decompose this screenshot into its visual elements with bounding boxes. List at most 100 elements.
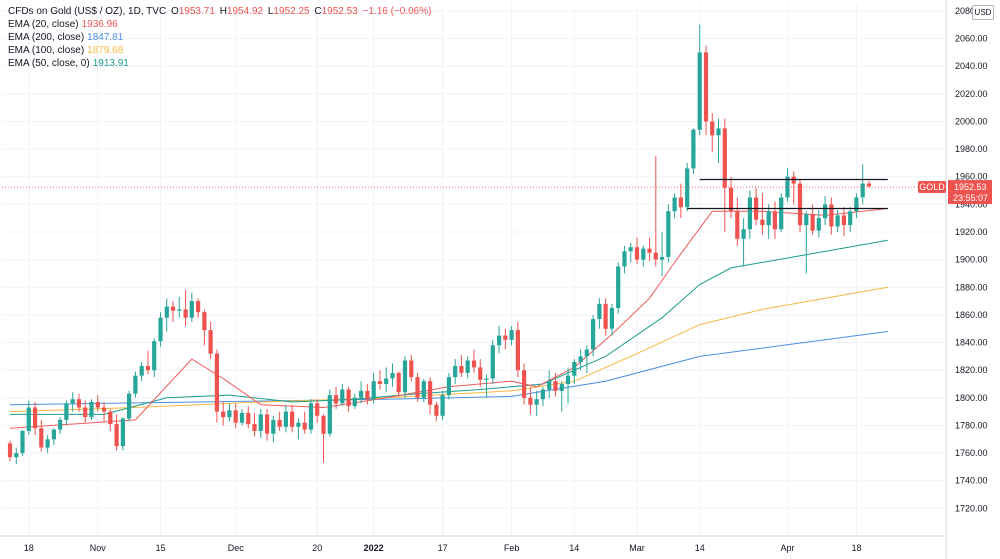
- candle-body: [559, 384, 564, 391]
- candle-body: [785, 176, 790, 198]
- candle-body: [622, 251, 627, 267]
- candle-body: [402, 360, 408, 393]
- candle-body: [484, 378, 489, 380]
- candle-body: [503, 335, 508, 340]
- candle-body: [848, 211, 853, 226]
- indicator-label: EMA (50, close, 0): [8, 58, 90, 69]
- candle-body: [509, 330, 514, 340]
- symbol-tag: [918, 181, 946, 194]
- candle-body: [271, 419, 276, 434]
- candle-body: [829, 204, 834, 227]
- candle-body: [133, 375, 138, 394]
- candle-body: [471, 360, 477, 368]
- candle-body: [835, 215, 840, 227]
- x-tick-label: 17: [438, 543, 448, 553]
- x-tick-label: 2022: [364, 543, 384, 553]
- indicator-value: 1913.91: [92, 58, 129, 69]
- candle-body: [315, 403, 320, 416]
- indicator-ema-20[interactable]: EMA (20, close) 1936.96: [8, 18, 431, 31]
- candle-body: [39, 428, 44, 448]
- candle-body: [321, 415, 326, 434]
- candle-body: [365, 390, 370, 400]
- indicator-ema-50[interactable]: EMA (50, close, 0) 1913.91: [8, 57, 431, 70]
- candle-body: [772, 211, 777, 230]
- x-tick-label: Apr: [780, 543, 794, 553]
- candle-body: [866, 183, 872, 187]
- candle-body: [697, 52, 702, 130]
- candle-body: [252, 424, 257, 431]
- candle-body: [791, 176, 796, 184]
- y-tick-label: 1840.00: [955, 338, 988, 348]
- candle-body: [45, 439, 50, 448]
- candle-body: [51, 429, 56, 440]
- candle-body: [114, 424, 119, 447]
- y-tick-label: 1900.00: [955, 255, 988, 265]
- candle-body: [390, 372, 395, 379]
- candle-body: [584, 349, 589, 357]
- candle-body: [120, 418, 125, 447]
- currency-button[interactable]: USD: [972, 5, 994, 20]
- candle-body: [735, 211, 740, 239]
- indicator-ema-200[interactable]: EMA (200, close) 1847.81: [8, 31, 431, 44]
- candle-body: [660, 256, 665, 260]
- candle-body: [816, 218, 821, 231]
- candle-body: [340, 389, 345, 404]
- candle-body: [540, 389, 545, 400]
- change-value: −1.16 (−0.06%): [362, 6, 432, 17]
- candle-body: [58, 419, 63, 430]
- indicator-label: EMA (20, close): [8, 19, 79, 30]
- candle-body: [265, 414, 270, 434]
- open-value: 1953.71: [178, 6, 215, 17]
- candle-body: [70, 399, 75, 404]
- candle-body: [246, 413, 251, 425]
- y-tick-label: 1860.00: [955, 310, 988, 320]
- y-tick-label: 1960.00: [955, 172, 988, 182]
- candle-body: [565, 375, 571, 384]
- y-tick-label: 1880.00: [955, 282, 988, 292]
- candle-body: [377, 381, 382, 384]
- candle-body: [302, 422, 307, 430]
- candle-body: [170, 306, 176, 311]
- candle-body: [647, 248, 652, 253]
- candle-body: [716, 128, 721, 136]
- candle-body: [346, 389, 351, 407]
- indicator-ema-100[interactable]: EMA (100, close) 1879.68: [8, 44, 431, 57]
- candle-body: [327, 395, 332, 434]
- y-tick-label: 1980.00: [955, 144, 988, 154]
- symbol-tag-label: GOLD: [919, 182, 945, 192]
- candle-body: [14, 453, 19, 458]
- candle-body: [233, 410, 238, 423]
- y-tick-label: 1720.00: [955, 503, 988, 513]
- candle-body: [415, 377, 420, 398]
- candle-body: [779, 197, 784, 230]
- candle-body: [766, 211, 771, 226]
- x-tick-label: 18: [24, 543, 34, 553]
- price-tag-value: 1952.53: [954, 182, 987, 192]
- ema-50-line: [10, 239, 888, 415]
- candle-body: [183, 309, 188, 318]
- y-tick-label: 2000.00: [955, 116, 988, 126]
- price-tag: [948, 180, 992, 205]
- symbol-title[interactable]: CFDs on Gold (US$ / OZ), 1D, TVC: [8, 6, 167, 17]
- low-value: 1952.25: [273, 6, 310, 17]
- candle-body: [722, 128, 727, 188]
- candle-body: [428, 381, 433, 405]
- y-tick-label: 1740.00: [955, 476, 988, 486]
- candle-body: [290, 411, 295, 427]
- candle-body: [409, 360, 414, 378]
- y-tick-label: 1820.00: [955, 365, 988, 375]
- candle-body: [823, 204, 828, 219]
- candle-body: [478, 367, 483, 380]
- candle-body: [352, 397, 357, 407]
- x-tick-label: Feb: [504, 543, 520, 553]
- candle-body: [678, 197, 683, 208]
- y-tick-label: 1800.00: [955, 393, 988, 403]
- candle-body: [239, 413, 245, 423]
- candle-body: [528, 397, 533, 405]
- candle-body: [728, 187, 734, 212]
- y-tick-label: 2020.00: [955, 89, 988, 99]
- candle-body: [534, 399, 539, 405]
- candle-body: [841, 215, 846, 226]
- candle-body: [616, 266, 621, 308]
